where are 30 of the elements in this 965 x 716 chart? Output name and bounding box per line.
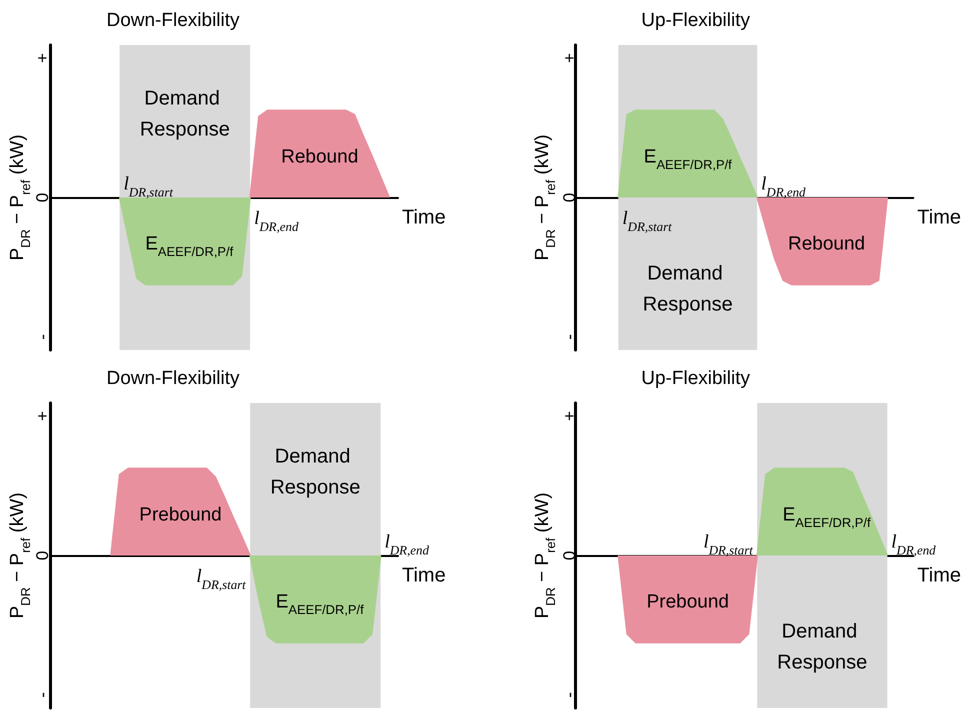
y-axis-title: PDR − Pref (kW) [7,492,33,619]
y-axis-title: PDR − Pref (kW) [532,134,558,261]
annotation: 0 [33,550,52,560]
series-label: Rebound [788,233,866,254]
text: + [560,53,580,64]
y-axis-title: PDR − Pref (kW) [532,492,558,619]
text: + [560,411,580,422]
series-label: Prebound [139,504,222,526]
chart-title: Up-Flexibility [641,368,750,389]
text: - [560,692,580,698]
series-label: Rebound [281,146,358,168]
text: + [33,411,52,422]
annotation: Demand Response [270,446,360,498]
text: + [33,53,52,64]
x-axis-title: Time [917,206,961,228]
y-axis-title: PDR − Pref (kW) [7,134,33,261]
annotation: Demand Response [140,88,230,140]
chart-title: Down-Flexibility [106,368,240,389]
annotation: 0 [33,192,52,202]
text: - [33,334,52,340]
x-axis-title: Time [402,564,446,586]
annotation: Demand Response [642,262,733,316]
text: - [33,692,52,698]
chart-title: Up-Flexibility [641,10,750,31]
x-axis-title: Time [402,206,446,228]
chart-title: Down-Flexibility [106,10,240,31]
annotation: Demand Response [777,620,868,674]
text: - [560,334,580,340]
series-label: Prebound [646,591,729,612]
x-axis-title: Time [917,564,961,586]
